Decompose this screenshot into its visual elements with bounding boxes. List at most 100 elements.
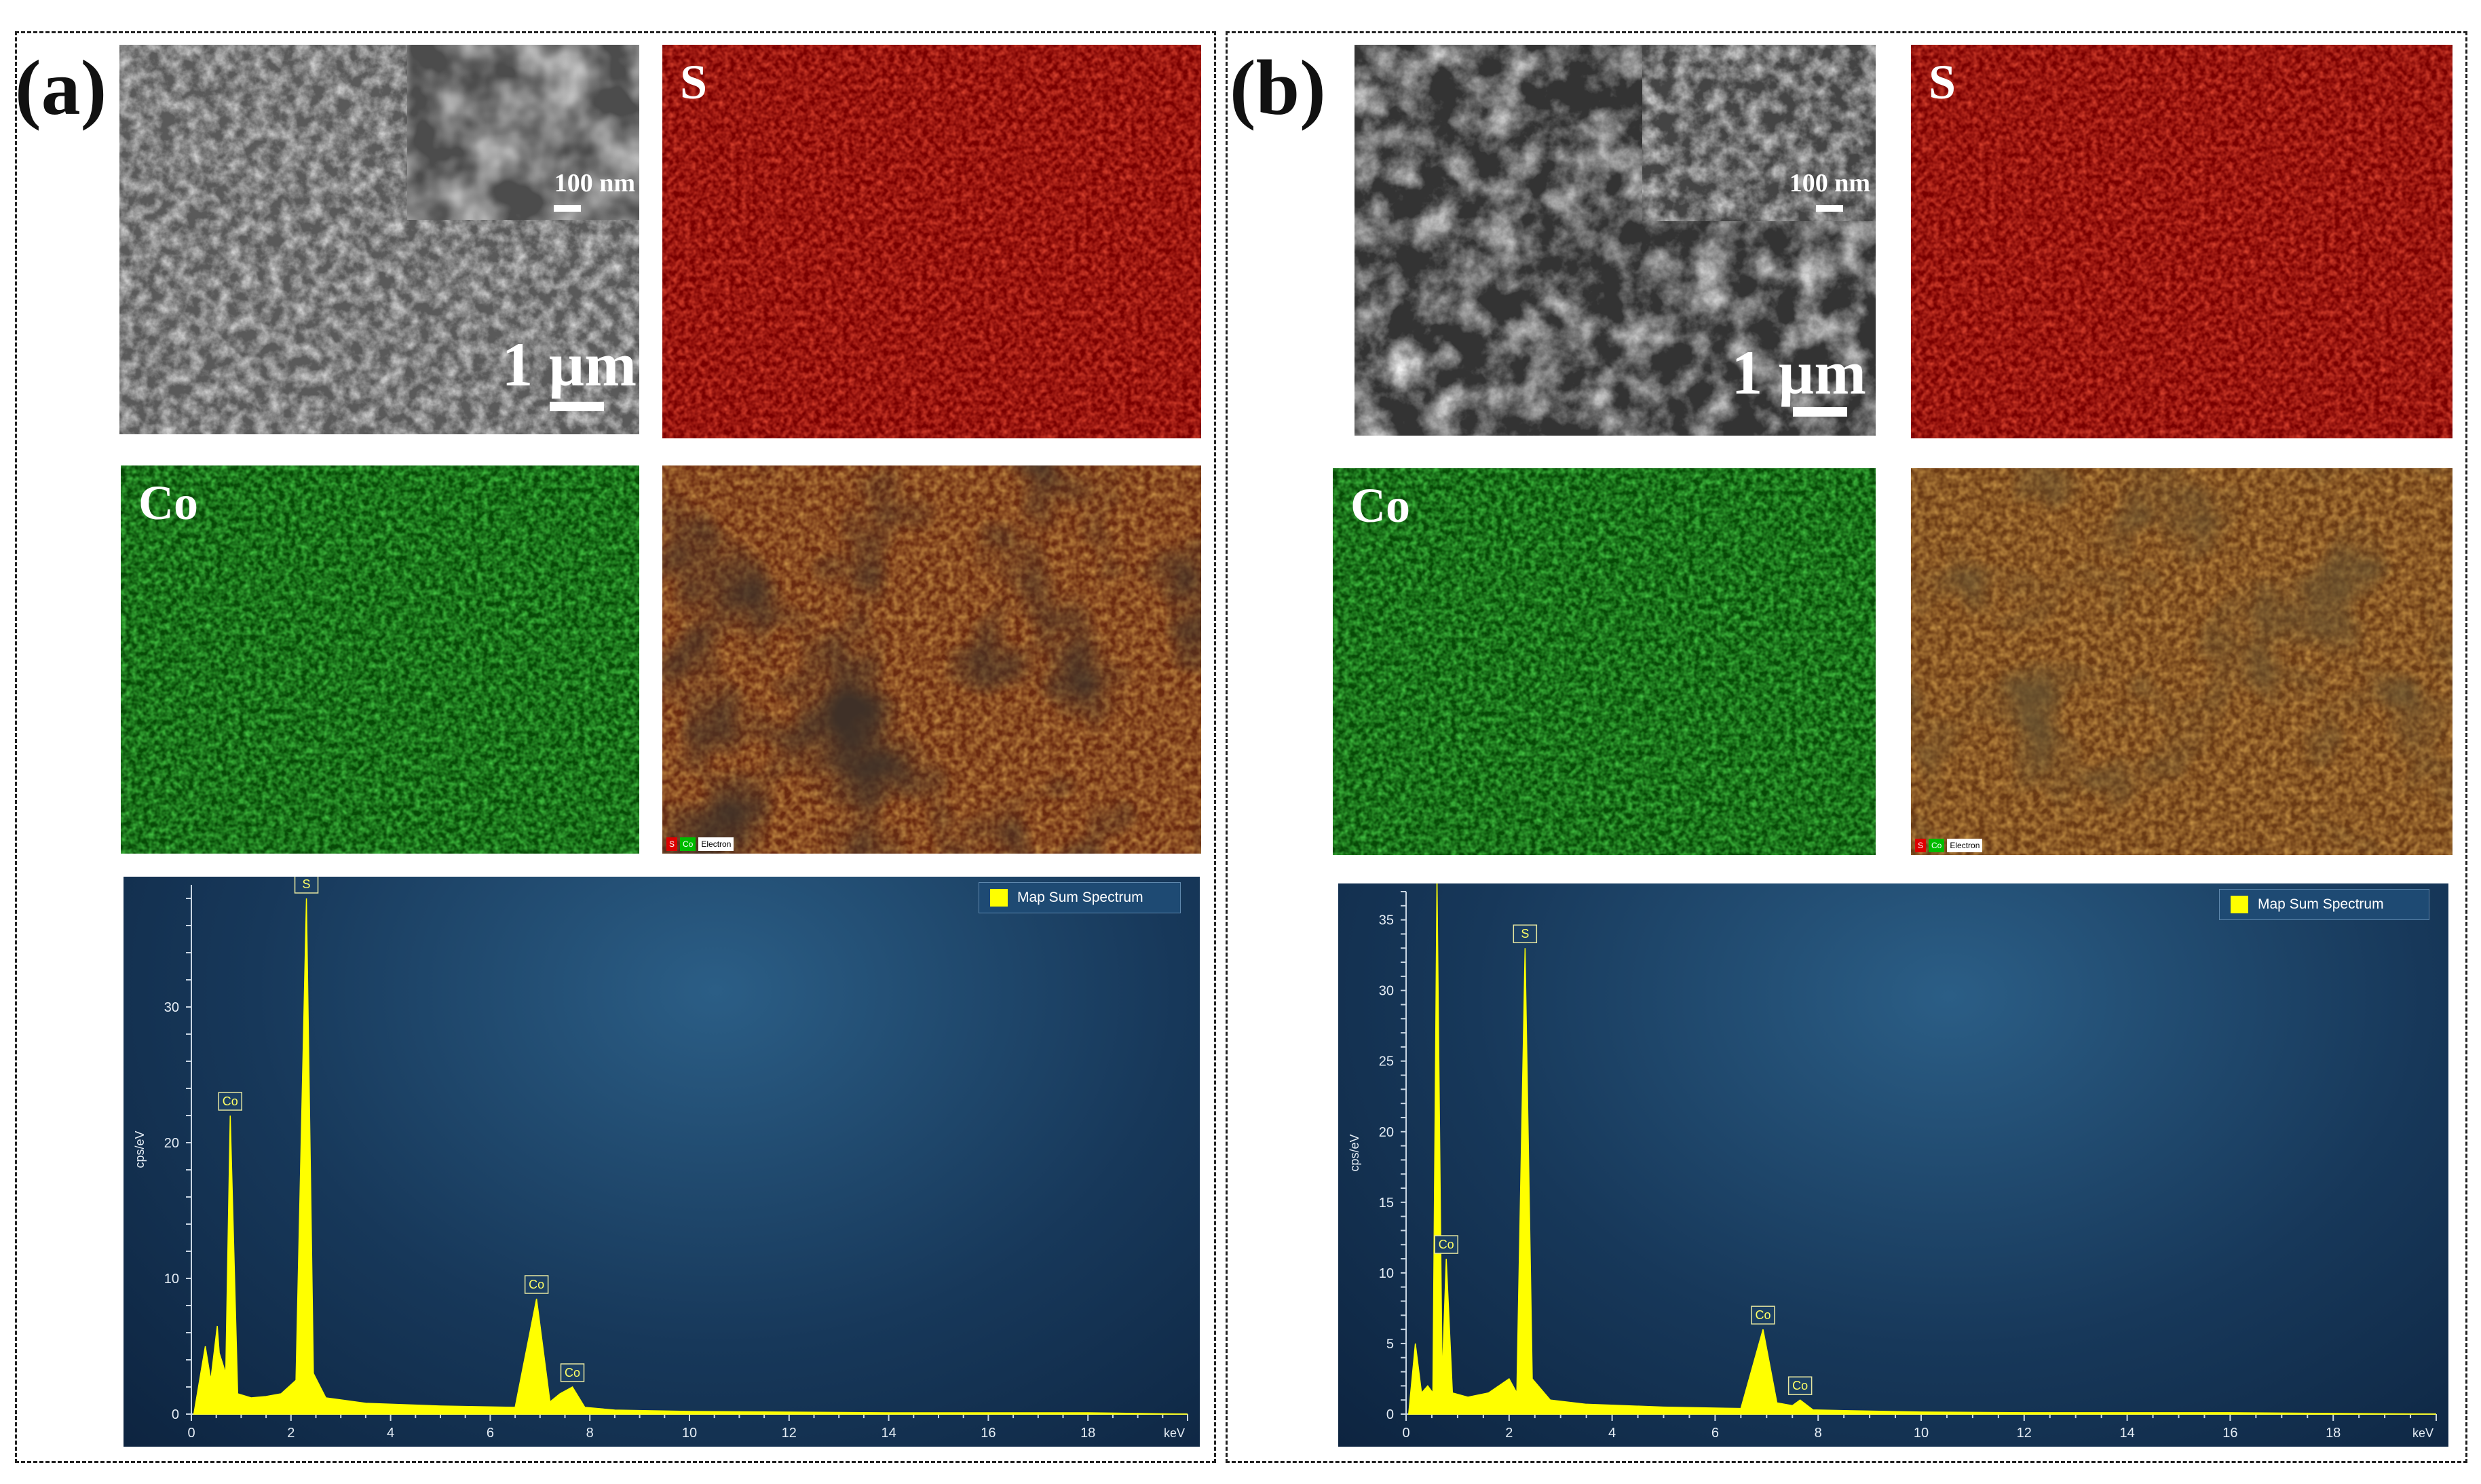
x-tick-label: 16 [981,1426,996,1441]
panel-b-spectrum-plot: 0 2 4 6 8 10 12 14 16 18 keV 0 5 10 15 20 25 30 35 cps/eV Co… [1348,883,2437,1441]
peak-label-text: Co [1792,1379,1808,1392]
panel-a-main-scale-bar [550,402,604,411]
panel-b-inset-scale-text: 100 nm [1789,169,1870,197]
peak-label-text: S [1521,927,1529,940]
panel-b-co-map: Co [1333,468,1876,855]
peak-label-box [524,1275,549,1294]
peak-label-co: Co [1787,1376,1813,1395]
x-tick-label: 4 [387,1426,394,1441]
panel-b-s-map: S [1911,45,2452,438]
peak-label-co: Co [218,1092,243,1111]
peak-label-text: Co [565,1366,580,1380]
peak-label-box [1513,924,1538,943]
x-tick-label: 0 [187,1426,195,1441]
spectrum-series [193,898,1188,1415]
peak-label-s: S [294,877,319,894]
x-tick-label: 6 [1711,1426,1719,1441]
panel-a-main-scale-text: 1 µm [501,330,637,399]
panel-a-sem-image: 100 nm 1 µm [119,45,639,434]
spectrum-series [1407,883,2437,1415]
panel-b-spectrum-legend: Map Sum Spectrum [2219,889,2429,920]
x-tick-label: 2 [287,1426,295,1441]
y-tick-label: 5 [1386,1337,1394,1352]
panel-a-inset-scale-bar [554,205,581,212]
legend-label: Map Sum Spectrum [2258,896,2384,912]
y-tick-label: 30 [1379,984,1394,999]
peak-label-box [1751,1306,1775,1325]
x-tick-label: 0 [1402,1426,1409,1441]
panel-b-inset-scale-bar [1816,205,1843,212]
legend-label: Map Sum Spectrum [1017,890,1143,905]
panel-a-co-map-label: Co [138,476,198,530]
panel-a-overlay-legend: S Co Electron [666,837,734,851]
y-tick-label: 15 [1379,1196,1394,1211]
x-tick-label: 18 [1080,1426,1095,1441]
legend-s: S [666,837,678,851]
y-tick-label: 30 [164,1000,179,1015]
legend-swatch [990,889,1008,907]
panel-a-co-map: Co [121,465,639,854]
x-tick-label: 12 [2017,1426,2032,1441]
peak-label-text: Co [1439,1238,1454,1251]
panel-b-main-scale-text: 1 µm [1731,338,1866,407]
x-tick-label: 8 [586,1426,594,1441]
x-tick-label: 8 [1815,1426,1822,1441]
panel-a-s-map-label: S [680,55,708,109]
y-tick-label: 20 [164,1136,179,1151]
legend-s: S [1915,839,1927,852]
y-tick-label: 10 [1379,1266,1394,1281]
peak-label-text: Co [1755,1308,1770,1322]
panel-a-spectrum-legend: Map Sum Spectrum [979,882,1181,913]
legend-electron: Electron [1947,839,1983,852]
panel-b-spectrum: 0 2 4 6 8 10 12 14 16 18 keV 0 5 10 15 20 25 30 35 cps/eV Co… [1338,883,2448,1447]
x-tick-label: 10 [682,1426,697,1441]
x-tick-label: 14 [2119,1426,2134,1441]
legend-swatch [2231,896,2248,913]
panel-b-main-scale-bar [1793,407,1847,417]
peak-label-co: Co [524,1275,549,1294]
x-tick-label: 10 [1914,1426,1929,1441]
y-tick-label: 20 [1379,1125,1394,1140]
x-tick-label: 4 [1608,1426,1616,1441]
peak-label-text: Co [529,1278,544,1291]
peak-label-text: S [303,877,311,891]
panel-a-inset-scale-text: 100 nm [554,169,635,197]
x-unit-label: keV [1164,1426,1185,1440]
y-tick-label: 35 [1379,913,1394,928]
panel-b-label: (b) [1230,45,1326,132]
legend-co: Co [1929,839,1945,852]
panel-a-sem-inset: 100 nm [407,45,639,220]
y-tick-label: 10 [164,1272,179,1287]
y-axis-label: cps/eV [133,1130,147,1168]
panel-a-s-map: S [662,45,1201,438]
peak-label-co: Co [1751,1306,1775,1325]
panel-b-sem-inset: 100 nm [1642,45,1876,221]
peak-label-box [294,877,319,894]
x-tick-label: 18 [2326,1426,2341,1441]
y-axis-label: cps/eV [1348,1134,1361,1171]
y-tick-label: 0 [172,1407,179,1422]
x-tick-label: 14 [881,1426,896,1441]
peak-label-box [1787,1376,1813,1395]
panel-a-frame [15,31,1216,1463]
panel-a-spectrum-plot: 0 2 4 6 8 10 12 14 16 18 keV 0 10 20 30 cps/eV Co S Co Co [133,877,1188,1441]
legend-electron: Electron [698,837,734,851]
peak-label-text: Co [223,1095,238,1108]
panel-b-sem-image: 100 nm 1 µm [1355,45,1876,436]
panel-b-co-map-label: Co [1350,478,1410,533]
x-unit-label: keV [2412,1426,2433,1440]
panel-b-overlay-map: S Co Electron [1911,468,2452,855]
legend-co: Co [680,837,696,851]
peak-label-box [560,1363,585,1382]
peak-label-box [1434,1235,1458,1254]
panel-b-frame [1226,31,2467,1463]
panel-b-s-map-label: S [1929,55,1956,109]
peak-label-s: S [1513,924,1538,943]
panel-a-spectrum: 0 2 4 6 8 10 12 14 16 18 keV 0 10 20 30 cps/eV Co S Co Co M… [124,877,1200,1447]
panel-a-overlay-map: S Co Electron [662,465,1201,854]
panel-b-overlay-legend: S Co Electron [1915,839,1983,852]
x-tick-label: 16 [2222,1426,2237,1441]
peak-label-box [218,1092,243,1111]
peak-label-co: Co [560,1363,585,1382]
y-tick-label: 25 [1379,1054,1394,1069]
